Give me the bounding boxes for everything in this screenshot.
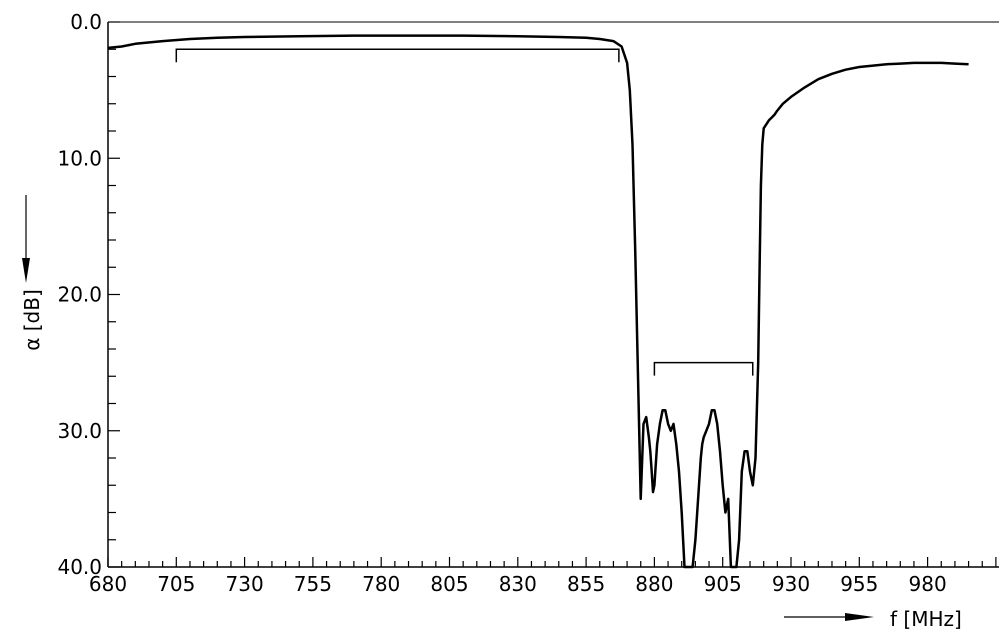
x-tick-label: 705 bbox=[157, 572, 195, 596]
spec-bracket bbox=[653, 361, 754, 376]
x-tick-label: 880 bbox=[635, 572, 673, 596]
y-tick-label: 40.0 bbox=[57, 555, 102, 579]
x-tick-label: 955 bbox=[840, 572, 878, 596]
x-tick-label: 855 bbox=[567, 572, 605, 596]
x-tick-label: 905 bbox=[704, 572, 742, 596]
y-tick-label: 20.0 bbox=[57, 283, 102, 307]
y-tick-label: 0.0 bbox=[70, 10, 102, 34]
series-line bbox=[108, 34, 969, 569]
x-axis-title: f [MHz] bbox=[890, 607, 962, 631]
x-tick-label: 980 bbox=[909, 572, 947, 596]
x-tick-label: 930 bbox=[772, 572, 810, 596]
x-tick-label: 680 bbox=[89, 572, 127, 596]
spec-bracket bbox=[175, 48, 620, 63]
x-direction-arrow-head bbox=[845, 613, 874, 621]
x-tick-label: 780 bbox=[362, 572, 400, 596]
y-axis-title: α [dB] bbox=[20, 289, 44, 351]
x-tick-label: 755 bbox=[294, 572, 332, 596]
x-tick-label: 805 bbox=[430, 572, 468, 596]
y-tick-label: 10.0 bbox=[57, 146, 102, 170]
y-direction-arrow-head bbox=[22, 258, 30, 283]
x-tick-label: 830 bbox=[499, 572, 537, 596]
x-tick-label: 730 bbox=[226, 572, 264, 596]
y-tick-label: 30.0 bbox=[57, 419, 102, 443]
